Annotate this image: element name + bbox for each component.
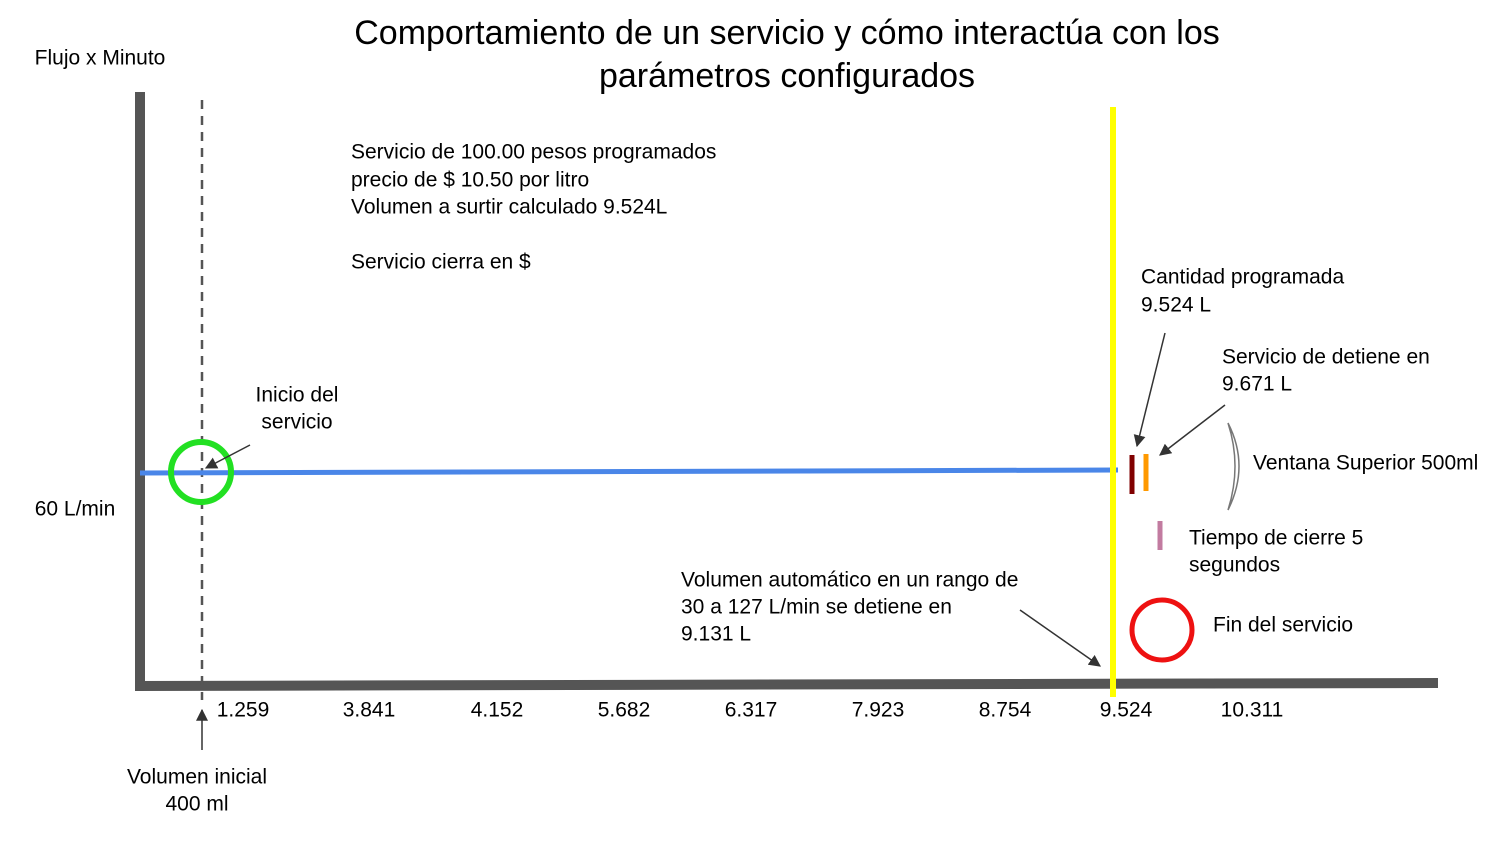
x-label: 3.841 [343,699,396,722]
arrow [204,444,251,469]
x-axis [134,678,1439,691]
annotation: Inicio del [256,384,339,407]
title-line: parámetros configurados [599,57,975,95]
x-label: 1.259 [217,699,270,722]
annotation: 400 ml [165,793,228,816]
annotation: 9.131 L [681,623,751,646]
annotation: servicio [261,411,332,434]
annotation: 9.671 L [1222,373,1292,396]
info-line: precio de $ 10.50 por litro [351,169,589,192]
annotation: Tiempo de cierre 5 [1189,527,1363,550]
window-bracket [1227,422,1240,511]
annotation: Fin del servicio [1213,614,1353,637]
annotation: Servicio de detiene en [1222,346,1430,369]
annotation: 9.524 L [1141,294,1211,317]
arrow [1133,332,1166,448]
flow-line [139,467,1119,476]
annotation: 30 a 127 L/min se detiene en [681,596,952,619]
x-label: 10.311 [1221,699,1284,722]
annotation: Volumen inicial [127,766,267,789]
annotation: Volumen automático en un rango de [681,569,1018,592]
x-label: 8.754 [979,699,1032,722]
annotation: segundos [1189,554,1280,577]
x-labels: 1.259 3.841 4.152 5.682 6.317 7.923 8.754 9.524… [217,699,1284,722]
info-line: Servicio cierra en $ [351,251,531,274]
info-line: Volumen a surtir calculado 9.524L [351,196,667,219]
x-label: 9.524 [1100,699,1153,722]
x-label: 5.682 [598,699,651,722]
annotation: Ventana Superior 500ml [1253,452,1478,475]
end-circle [1129,597,1195,663]
x-label: 6.317 [725,699,778,722]
title-line: Comportamiento de un servicio y cómo int… [354,14,1220,52]
x-label: 7.923 [852,699,905,722]
arrow [1019,609,1101,667]
y-axis-label: Flujo x Minuto [35,47,166,70]
arrow [1159,404,1226,456]
x-label: 4.152 [471,699,524,722]
flow-label: 60 L/min [35,498,116,521]
annotation: Cantidad programada [1141,266,1344,289]
start-circle [168,439,234,505]
info-line: Servicio de 100.00 pesos programados [351,141,716,164]
